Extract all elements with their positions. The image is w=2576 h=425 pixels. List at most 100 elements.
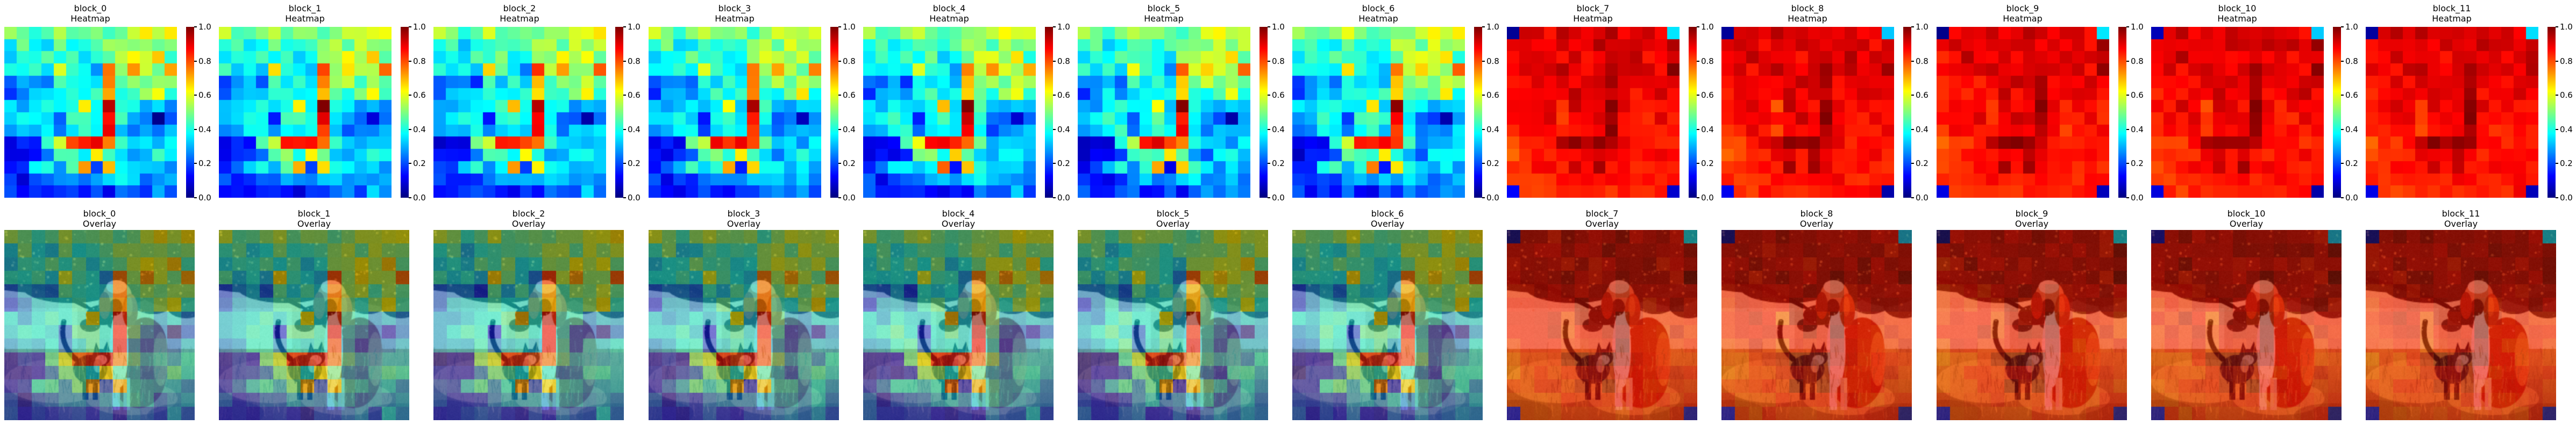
colorbar-tick-mark <box>1053 163 1056 164</box>
colorbar-tick-mark <box>2341 163 2344 164</box>
overlay-image-canvas <box>2366 230 2556 420</box>
block-label: block_8 <box>1800 208 1833 219</box>
colorbar-tick-label: 0.2 <box>198 159 211 169</box>
colorbar-tick-mark <box>2126 163 2129 164</box>
colorbar-tick-label: 0.4 <box>198 124 211 134</box>
colorbar-tick-label: 0.2 <box>1272 159 1285 169</box>
block-label: block_3 <box>727 208 760 219</box>
block-label: block_11 <box>2432 3 2471 13</box>
colorbar-tick-label: 0.4 <box>2560 124 2573 134</box>
colorbar-gradient <box>1903 27 1911 198</box>
colorbar-tick-mark <box>838 128 841 130</box>
heatmap-title: block_6 Heatmap <box>1314 3 1443 24</box>
colorbar-tick-label: 0.6 <box>2560 90 2573 100</box>
colorbar-tick-mark <box>2341 26 2344 27</box>
colorbar-tick-label: 0.0 <box>1916 193 1929 203</box>
colorbar-tick-mark <box>838 95 841 96</box>
colorbar-gradient <box>1259 27 1268 198</box>
colorbar-gradient <box>186 27 194 198</box>
overlay-title: block_4 Overlay <box>894 208 1023 229</box>
colorbar-tick-label: 0.2 <box>2131 159 2144 169</box>
block-label: block_2 <box>512 208 545 219</box>
colorbar-tick-mark <box>409 95 411 96</box>
colorbar-tick-label: 0.2 <box>2560 159 2573 169</box>
colorbar-tick-mark <box>1268 197 1270 198</box>
colorbar-tick-label: 0.2 <box>1701 159 1714 169</box>
colorbar-tick-label: 1.0 <box>1272 22 1285 32</box>
colorbar-tick-mark <box>2341 197 2344 198</box>
colorbar-tick-label: 0.4 <box>1916 124 1929 134</box>
colorbar-tick-mark <box>838 163 841 164</box>
colorbar-tick-mark <box>838 197 841 198</box>
colorbar-tick-label: 0.0 <box>628 193 641 203</box>
overlay-image-canvas <box>4 230 195 420</box>
colorbar-tick-label: 0.4 <box>2345 124 2358 134</box>
colorbar-tick-mark <box>194 197 197 198</box>
colorbar-tick-label: 0.6 <box>413 90 426 100</box>
heatmap-title: block_2 Heatmap <box>455 3 584 24</box>
colorbar-tick-mark <box>2341 128 2344 130</box>
colorbar-tick-label: 0.6 <box>843 90 856 100</box>
block-label: block_4 <box>942 208 975 219</box>
colorbar-tick-mark <box>1911 26 1914 27</box>
colorbar-tick-label: 0.2 <box>2345 159 2358 169</box>
row-subtitle: Overlay <box>727 219 761 229</box>
colorbar-tick-mark <box>2556 197 2558 198</box>
colorbar-tick-mark <box>194 60 197 62</box>
colorbar-tick-mark <box>1482 95 1485 96</box>
colorbar-tick-mark <box>1697 26 1699 27</box>
colorbar-tick-mark <box>2341 60 2344 62</box>
overlay-image-canvas <box>1292 230 1483 420</box>
row-subtitle: Heatmap <box>1573 13 1613 24</box>
row-subtitle: Overlay <box>2444 219 2478 229</box>
colorbar-tick-label: 0.8 <box>1486 56 1499 66</box>
colorbar-gradient <box>2547 27 2556 198</box>
colorbar-tick-mark <box>1697 95 1699 96</box>
colorbar-tick-label: 1.0 <box>413 22 426 32</box>
heatmap-title: block_5 Heatmap <box>1099 3 1228 24</box>
overlay-title: block_5 Overlay <box>1108 208 1237 229</box>
row-subtitle: Overlay <box>941 219 976 229</box>
colorbar-tick-mark <box>623 163 626 164</box>
colorbar-tick-label: 0.8 <box>2560 56 2573 66</box>
block-label: block_1 <box>297 208 331 219</box>
heatmap-title: block_4 Heatmap <box>885 3 1014 24</box>
row-subtitle: Overlay <box>82 219 117 229</box>
overlay-image-canvas <box>1078 230 1268 420</box>
colorbar-tick-label: 1.0 <box>1916 22 1929 32</box>
colorbar-tick-mark <box>838 60 841 62</box>
block-label: block_7 <box>1585 208 1619 219</box>
colorbar-tick-mark <box>1697 163 1699 164</box>
colorbar-tick-mark <box>409 26 411 27</box>
row-subtitle: Overlay <box>2015 219 2049 229</box>
heatmap-image-canvas <box>1507 27 1680 198</box>
colorbar-tick-label: 0.6 <box>1272 90 1285 100</box>
row-subtitle: Overlay <box>1799 219 1834 229</box>
block-label: block_3 <box>718 3 751 13</box>
overlay-image-canvas <box>1507 230 1697 420</box>
block-label: block_11 <box>2442 208 2480 219</box>
block-label: block_1 <box>288 3 322 13</box>
colorbar-tick-mark <box>1911 197 1914 198</box>
block-label: block_10 <box>2218 3 2257 13</box>
colorbar-tick-label: 1.0 <box>628 22 641 32</box>
colorbar-tick-label: 0.4 <box>1486 124 1499 134</box>
row-subtitle: Heatmap <box>1788 13 1827 24</box>
block-label: block_9 <box>2006 3 2039 13</box>
colorbar-tick-mark <box>409 128 411 130</box>
heatmap-image-canvas <box>1721 27 1894 198</box>
heatmap-image-canvas <box>1078 27 1250 198</box>
colorbar-tick-label: 1.0 <box>1486 22 1499 32</box>
block-label: block_5 <box>1147 3 1180 13</box>
heatmap-image-canvas <box>2151 27 2324 198</box>
row-subtitle: Overlay <box>511 219 546 229</box>
colorbar-tick-mark <box>409 163 411 164</box>
colorbar-tick-mark <box>623 128 626 130</box>
heatmap-image-canvas <box>4 27 177 198</box>
colorbar-gradient <box>401 27 409 198</box>
colorbar-tick-label: 0.0 <box>2560 193 2573 203</box>
colorbar-tick-label: 0.6 <box>2131 90 2144 100</box>
colorbar-tick-label: 0.8 <box>628 56 641 66</box>
row-subtitle: Heatmap <box>2003 13 2043 24</box>
colorbar-tick-mark <box>1053 26 1056 27</box>
